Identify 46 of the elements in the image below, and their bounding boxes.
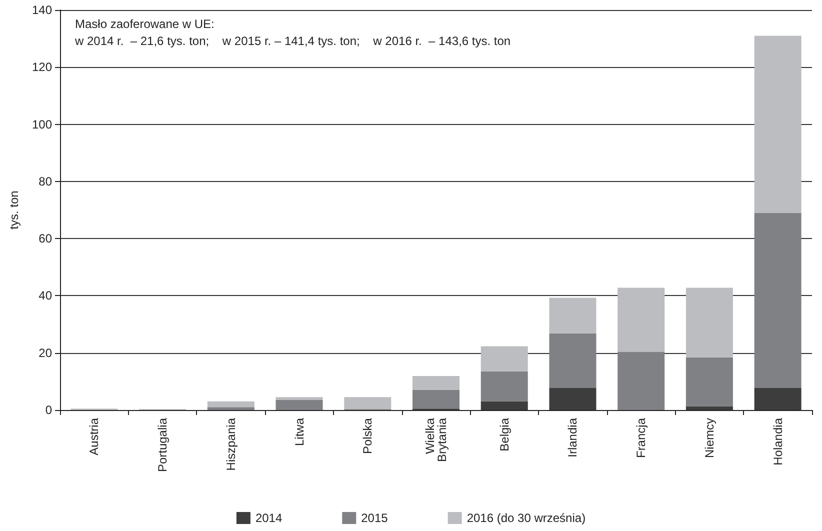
y-tick-label: 0 xyxy=(45,403,52,417)
y-tick-label: 140 xyxy=(32,3,52,17)
bar xyxy=(276,400,323,410)
legend-label: 2015 xyxy=(361,511,388,525)
bar xyxy=(618,288,665,352)
y-tick-label: 40 xyxy=(38,288,52,303)
y-axis-title: tys. ton xyxy=(7,190,21,230)
bar xyxy=(549,333,596,388)
y-tick-label: 20 xyxy=(38,346,52,360)
bar xyxy=(549,298,596,334)
bar xyxy=(344,397,392,410)
y-tick-label: 100 xyxy=(32,117,52,132)
bar xyxy=(207,407,254,410)
bar xyxy=(754,212,802,388)
x-tick-label: Holandia xyxy=(770,418,785,466)
x-tick-label: Niemcy xyxy=(702,418,716,458)
bar xyxy=(686,288,733,358)
bar xyxy=(412,376,460,390)
bar xyxy=(754,388,802,410)
bar xyxy=(412,390,460,409)
bar xyxy=(480,401,528,410)
legend-label: 2014 xyxy=(255,511,282,525)
bar xyxy=(686,357,733,406)
x-tick-label: Litwa xyxy=(292,418,306,446)
bar xyxy=(480,346,528,372)
x-tick-label: Austria xyxy=(87,418,102,456)
x-tick-label: Polska xyxy=(360,418,375,454)
bar xyxy=(686,406,733,410)
bar xyxy=(618,352,665,410)
bar xyxy=(754,36,802,213)
legend-label: 2016 (do 30 września) xyxy=(466,511,586,525)
x-tick-label: Portugalia xyxy=(156,418,170,472)
y-tick-label: 120 xyxy=(32,60,52,74)
bar xyxy=(549,388,596,410)
bar xyxy=(276,397,323,400)
bar xyxy=(207,401,254,408)
x-tick-label: Hiszpania xyxy=(224,418,238,471)
x-tick-label: Irlandia xyxy=(566,418,580,458)
y-tick-label: 80 xyxy=(38,174,52,188)
x-tick-label: Francja xyxy=(634,418,648,458)
bar xyxy=(480,371,528,402)
x-tick-label: Belgia xyxy=(497,418,512,452)
y-tick-label: 60 xyxy=(38,232,52,246)
annotation: w 2014 r. – 21,6 tys. ton; w 2015 r. – 141,4 tys. ton; w 2016 r. – 143,6 tys. ton xyxy=(74,34,511,48)
x-tick-label: Wielka Brytania xyxy=(423,418,449,462)
annotation: Masło zaoferowane w UE: xyxy=(75,17,214,31)
